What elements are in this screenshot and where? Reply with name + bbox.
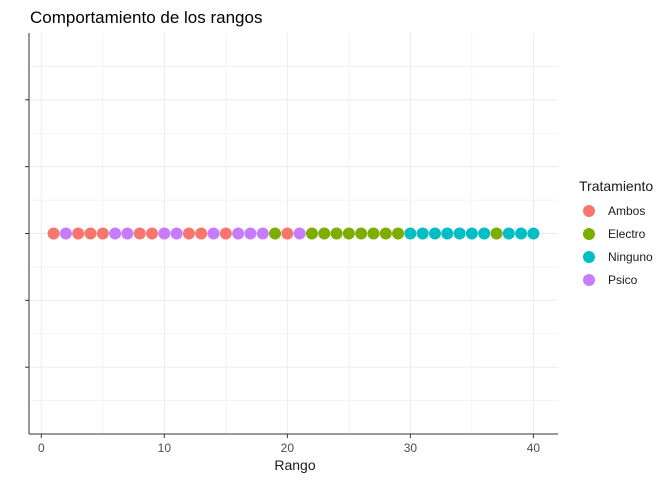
legend-label-psico: Psico: [608, 273, 638, 287]
data-point-electro: [367, 227, 380, 240]
legend-label-electro: Electro: [608, 227, 646, 241]
x-tick-label: 0: [38, 441, 45, 455]
data-point-ninguno: [441, 227, 454, 240]
data-point-electro: [490, 227, 503, 240]
legend-key-electro: [583, 228, 595, 240]
data-point-ambos: [47, 227, 60, 240]
x-tick-label: 10: [158, 441, 172, 455]
data-point-ninguno: [502, 227, 515, 240]
x-axis-ticks: 0 10 20 30 40: [38, 434, 540, 455]
data-point-psico: [256, 227, 269, 240]
data-point-ninguno: [428, 227, 441, 240]
data-point-psico: [232, 227, 245, 240]
data-point-ambos: [195, 227, 208, 240]
data-point-psico: [293, 227, 306, 240]
chart-title: Comportamiento de los rangos: [30, 8, 262, 27]
data-point-ambos: [146, 227, 159, 240]
data-point-ninguno: [416, 227, 429, 240]
data-point-ambos: [182, 227, 195, 240]
data-point-electro: [318, 227, 331, 240]
data-point-ambos: [281, 227, 294, 240]
data-point-ninguno: [453, 227, 466, 240]
legend-title: Tratamiento: [579, 178, 653, 194]
data-point-psico: [158, 227, 171, 240]
legend: Tratamiento Ambos Electro Ninguno Psico: [579, 178, 653, 287]
legend-items: Ambos Electro Ninguno Psico: [583, 204, 653, 287]
x-tick-label: 40: [527, 441, 541, 455]
data-point-ninguno: [515, 227, 528, 240]
data-points: [47, 227, 540, 240]
data-point-ninguno: [404, 227, 417, 240]
data-point-ambos: [84, 227, 97, 240]
data-point-psico: [170, 227, 183, 240]
x-tick-label: 20: [281, 441, 295, 455]
data-point-electro: [330, 227, 343, 240]
data-point-ambos: [219, 227, 232, 240]
data-point-ambos: [96, 227, 109, 240]
data-point-psico: [244, 227, 257, 240]
legend-key-ninguno: [583, 251, 595, 263]
data-point-psico: [121, 227, 134, 240]
x-tick-label: 30: [404, 441, 418, 455]
data-point-electro: [355, 227, 368, 240]
data-point-ninguno: [527, 227, 540, 240]
data-point-ambos: [72, 227, 85, 240]
data-point-electro: [379, 227, 392, 240]
data-point-electro: [305, 227, 318, 240]
data-point-electro: [392, 227, 405, 240]
data-point-psico: [59, 227, 72, 240]
legend-label-ambos: Ambos: [608, 204, 645, 218]
data-point-ambos: [133, 227, 146, 240]
data-point-psico: [207, 227, 220, 240]
legend-key-ambos: [583, 205, 595, 217]
data-point-ninguno: [478, 227, 491, 240]
data-point-ninguno: [465, 227, 478, 240]
data-point-electro: [269, 227, 282, 240]
data-point-psico: [109, 227, 122, 240]
legend-label-ninguno: Ninguno: [608, 250, 653, 264]
data-point-electro: [342, 227, 355, 240]
x-axis-title: Rango: [274, 457, 315, 473]
legend-key-psico: [583, 274, 595, 286]
y-axis-ticks: [25, 99, 29, 368]
